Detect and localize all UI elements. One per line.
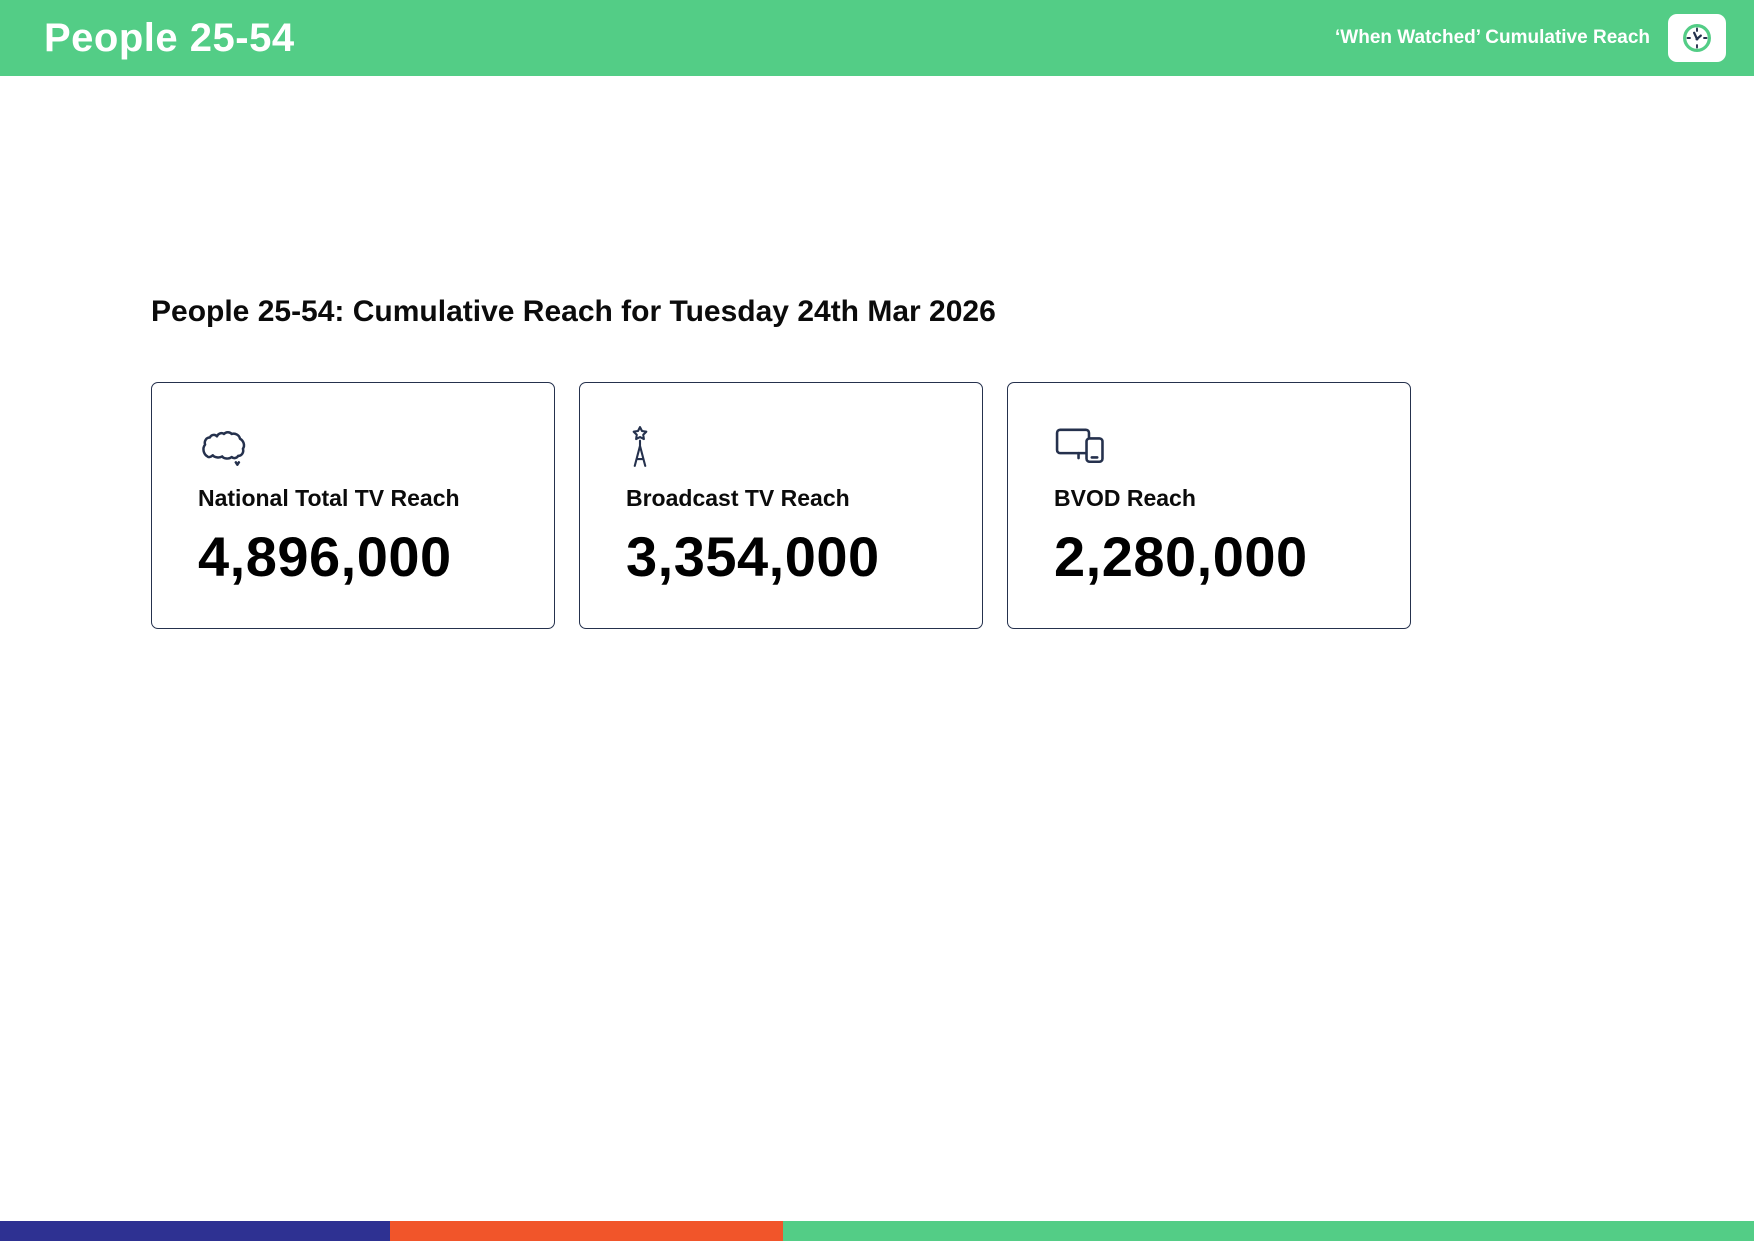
card-label: BVOD Reach — [1054, 485, 1196, 511]
stat-cards-row: National Total TV Reach 4,896,000 Broadc… — [151, 382, 1754, 629]
broadcast-antenna-icon — [626, 425, 952, 469]
footer-segment-orange — [390, 1221, 783, 1241]
card-value: 3,354,000 — [626, 525, 880, 588]
report-heading: People 25-54: Cumulative Reach for Tuesd… — [151, 295, 996, 328]
card-bvod-reach: BVOD Reach 2,280,000 — [1007, 382, 1411, 629]
card-label: Broadcast TV Reach — [626, 485, 850, 511]
card-value: 2,280,000 — [1054, 525, 1308, 588]
footer-segment-green — [783, 1221, 1754, 1241]
australia-map-icon — [198, 425, 524, 469]
main-content: People 25-54: Cumulative Reach for Tuesd… — [0, 76, 1754, 629]
clock-icon — [1678, 19, 1716, 57]
footer-segment-blue — [0, 1221, 390, 1241]
screens-devices-icon — [1054, 425, 1380, 469]
card-label: National Total TV Reach — [198, 485, 460, 511]
card-broadcast-tv-reach: Broadcast TV Reach 3,354,000 — [579, 382, 983, 629]
card-national-total-tv-reach: National Total TV Reach 4,896,000 — [151, 382, 555, 629]
header-subtitle: ‘When Watched’ Cumulative Reach — [1335, 27, 1650, 48]
header-right: ‘When Watched’ Cumulative Reach — [1335, 14, 1726, 62]
logo-badge — [1668, 14, 1726, 62]
page-title: People 25-54 — [44, 15, 295, 60]
footer-color-stripe — [0, 1221, 1754, 1241]
card-value: 4,896,000 — [198, 525, 452, 588]
header-bar: People 25-54 ‘When Watched’ Cumulative R… — [0, 0, 1754, 76]
